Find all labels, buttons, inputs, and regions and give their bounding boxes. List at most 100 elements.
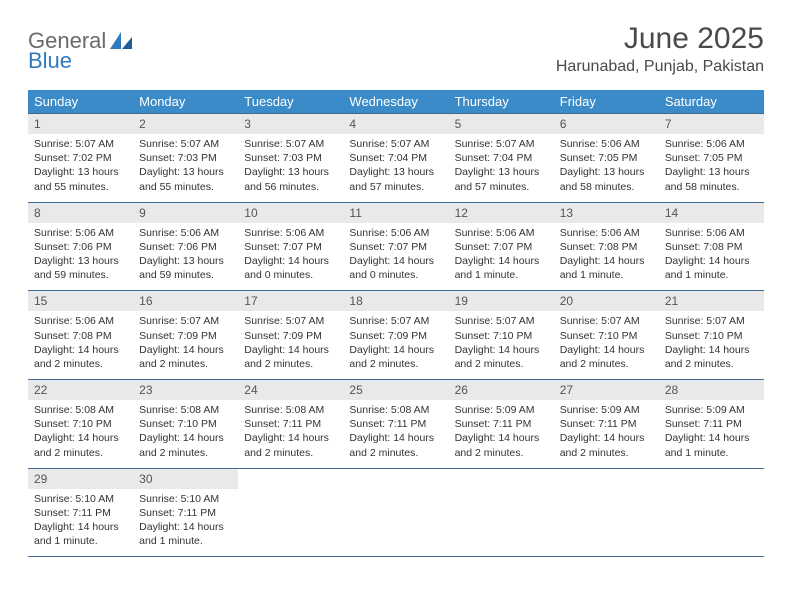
day-number: 24 [238, 380, 343, 400]
day-number: 3 [238, 114, 343, 134]
calendar-day-cell: 25Sunrise: 5:08 AMSunset: 7:11 PMDayligh… [343, 380, 448, 469]
day-number: 30 [133, 469, 238, 489]
calendar-day-cell [238, 468, 343, 557]
location-text: Harunabad, Punjab, Pakistan [556, 58, 764, 76]
daylight-text: Daylight: 14 hours and 2 minutes. [560, 431, 653, 459]
calendar-day-cell: 21Sunrise: 5:07 AMSunset: 7:10 PMDayligh… [659, 291, 764, 380]
sunset-text: Sunset: 7:05 PM [665, 151, 758, 165]
day-number: 16 [133, 291, 238, 311]
daylight-text: Daylight: 14 hours and 2 minutes. [139, 343, 232, 371]
day-details: Sunrise: 5:09 AMSunset: 7:11 PMDaylight:… [449, 400, 554, 468]
day-number: 26 [449, 380, 554, 400]
sunset-text: Sunset: 7:08 PM [665, 240, 758, 254]
day-details: Sunrise: 5:10 AMSunset: 7:11 PMDaylight:… [133, 489, 238, 557]
sunset-text: Sunset: 7:08 PM [34, 329, 127, 343]
calendar-week-row: 8Sunrise: 5:06 AMSunset: 7:06 PMDaylight… [28, 202, 764, 291]
daylight-text: Daylight: 13 hours and 56 minutes. [244, 165, 337, 193]
day-details: Sunrise: 5:08 AMSunset: 7:10 PMDaylight:… [28, 400, 133, 468]
sunset-text: Sunset: 7:04 PM [349, 151, 442, 165]
daylight-text: Daylight: 13 hours and 55 minutes. [139, 165, 232, 193]
calendar-week-row: 29Sunrise: 5:10 AMSunset: 7:11 PMDayligh… [28, 468, 764, 557]
day-number: 28 [659, 380, 764, 400]
day-details: Sunrise: 5:09 AMSunset: 7:11 PMDaylight:… [554, 400, 659, 468]
day-number: 6 [554, 114, 659, 134]
sunset-text: Sunset: 7:09 PM [139, 329, 232, 343]
calendar-day-cell [554, 468, 659, 557]
calendar-day-cell [343, 468, 448, 557]
day-details: Sunrise: 5:07 AMSunset: 7:09 PMDaylight:… [133, 311, 238, 379]
day-details: Sunrise: 5:07 AMSunset: 7:04 PMDaylight:… [343, 134, 448, 202]
daylight-text: Daylight: 13 hours and 57 minutes. [349, 165, 442, 193]
day-number: 1 [28, 114, 133, 134]
day-number: 12 [449, 203, 554, 223]
day-details: Sunrise: 5:07 AMSunset: 7:09 PMDaylight:… [238, 311, 343, 379]
calendar-day-cell: 28Sunrise: 5:09 AMSunset: 7:11 PMDayligh… [659, 380, 764, 469]
day-details: Sunrise: 5:07 AMSunset: 7:04 PMDaylight:… [449, 134, 554, 202]
calendar-day-cell: 30Sunrise: 5:10 AMSunset: 7:11 PMDayligh… [133, 468, 238, 557]
daylight-text: Daylight: 14 hours and 1 minute. [560, 254, 653, 282]
calendar-day-cell: 19Sunrise: 5:07 AMSunset: 7:10 PMDayligh… [449, 291, 554, 380]
sunrise-text: Sunrise: 5:06 AM [139, 226, 232, 240]
sail-icon [110, 32, 132, 50]
day-details: Sunrise: 5:06 AMSunset: 7:08 PMDaylight:… [554, 223, 659, 291]
day-details: Sunrise: 5:10 AMSunset: 7:11 PMDaylight:… [28, 489, 133, 557]
day-details: Sunrise: 5:06 AMSunset: 7:07 PMDaylight:… [238, 223, 343, 291]
calendar-day-cell: 1Sunrise: 5:07 AMSunset: 7:02 PMDaylight… [28, 114, 133, 203]
sunset-text: Sunset: 7:10 PM [139, 417, 232, 431]
sunrise-text: Sunrise: 5:07 AM [139, 314, 232, 328]
daylight-text: Daylight: 14 hours and 2 minutes. [244, 343, 337, 371]
day-number: 18 [343, 291, 448, 311]
sunrise-text: Sunrise: 5:06 AM [34, 226, 127, 240]
day-number: 17 [238, 291, 343, 311]
sunrise-text: Sunrise: 5:07 AM [665, 314, 758, 328]
calendar-day-cell: 9Sunrise: 5:06 AMSunset: 7:06 PMDaylight… [133, 202, 238, 291]
sunrise-text: Sunrise: 5:06 AM [244, 226, 337, 240]
calendar-day-cell: 8Sunrise: 5:06 AMSunset: 7:06 PMDaylight… [28, 202, 133, 291]
calendar-day-cell: 7Sunrise: 5:06 AMSunset: 7:05 PMDaylight… [659, 114, 764, 203]
day-details: Sunrise: 5:06 AMSunset: 7:08 PMDaylight:… [28, 311, 133, 379]
day-number: 9 [133, 203, 238, 223]
sunset-text: Sunset: 7:11 PM [34, 506, 127, 520]
daylight-text: Daylight: 14 hours and 2 minutes. [34, 343, 127, 371]
daylight-text: Daylight: 14 hours and 2 minutes. [665, 343, 758, 371]
sunrise-text: Sunrise: 5:06 AM [349, 226, 442, 240]
sunset-text: Sunset: 7:11 PM [139, 506, 232, 520]
daylight-text: Daylight: 14 hours and 1 minute. [139, 520, 232, 548]
day-details: Sunrise: 5:06 AMSunset: 7:07 PMDaylight:… [449, 223, 554, 291]
daylight-text: Daylight: 14 hours and 2 minutes. [349, 343, 442, 371]
calendar-day-cell [659, 468, 764, 557]
day-number: 8 [28, 203, 133, 223]
day-number: 29 [28, 469, 133, 489]
page-header: General June 2025 Harunabad, Punjab, Pak… [28, 22, 764, 76]
calendar-day-cell: 24Sunrise: 5:08 AMSunset: 7:11 PMDayligh… [238, 380, 343, 469]
brand-part2: Blue [28, 48, 72, 74]
sunrise-text: Sunrise: 5:09 AM [455, 403, 548, 417]
daylight-text: Daylight: 13 hours and 59 minutes. [34, 254, 127, 282]
daylight-text: Daylight: 14 hours and 2 minutes. [244, 431, 337, 459]
sunrise-text: Sunrise: 5:06 AM [455, 226, 548, 240]
calendar-day-cell: 18Sunrise: 5:07 AMSunset: 7:09 PMDayligh… [343, 291, 448, 380]
sunrise-text: Sunrise: 5:07 AM [349, 314, 442, 328]
daylight-text: Daylight: 13 hours and 57 minutes. [455, 165, 548, 193]
calendar-day-cell: 26Sunrise: 5:09 AMSunset: 7:11 PMDayligh… [449, 380, 554, 469]
day-details: Sunrise: 5:06 AMSunset: 7:08 PMDaylight:… [659, 223, 764, 291]
day-details: Sunrise: 5:07 AMSunset: 7:10 PMDaylight:… [554, 311, 659, 379]
daylight-text: Daylight: 14 hours and 0 minutes. [349, 254, 442, 282]
sunset-text: Sunset: 7:11 PM [455, 417, 548, 431]
calendar-day-cell: 11Sunrise: 5:06 AMSunset: 7:07 PMDayligh… [343, 202, 448, 291]
daylight-text: Daylight: 14 hours and 1 minute. [665, 431, 758, 459]
sunset-text: Sunset: 7:02 PM [34, 151, 127, 165]
calendar-week-row: 1Sunrise: 5:07 AMSunset: 7:02 PMDaylight… [28, 114, 764, 203]
sunrise-text: Sunrise: 5:06 AM [665, 226, 758, 240]
day-number: 21 [659, 291, 764, 311]
daylight-text: Daylight: 13 hours and 59 minutes. [139, 254, 232, 282]
daylight-text: Daylight: 13 hours and 58 minutes. [665, 165, 758, 193]
weekday-header: Friday [554, 90, 659, 114]
day-number: 5 [449, 114, 554, 134]
calendar-day-cell: 4Sunrise: 5:07 AMSunset: 7:04 PMDaylight… [343, 114, 448, 203]
daylight-text: Daylight: 14 hours and 1 minute. [455, 254, 548, 282]
weekday-header: Wednesday [343, 90, 448, 114]
sunrise-text: Sunrise: 5:07 AM [244, 314, 337, 328]
sunset-text: Sunset: 7:11 PM [244, 417, 337, 431]
calendar-day-cell: 27Sunrise: 5:09 AMSunset: 7:11 PMDayligh… [554, 380, 659, 469]
